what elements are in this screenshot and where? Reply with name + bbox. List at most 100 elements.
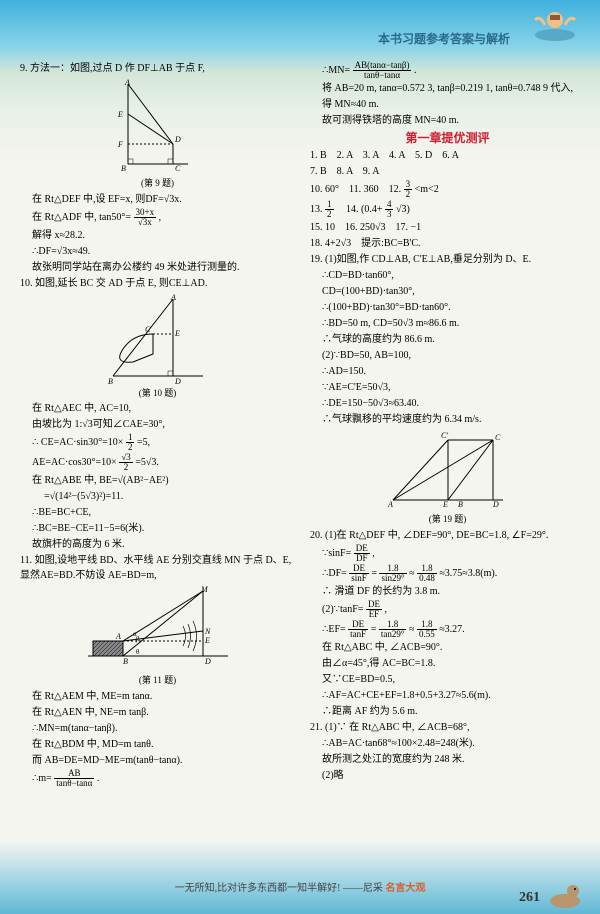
answer-line: 18. 4+2√3 提示:BC=B'C. (310, 236, 585, 251)
text-line: 得 MN≈40 m. (310, 97, 585, 112)
text-line: (2)略 (310, 768, 585, 783)
svg-text:C: C (145, 325, 151, 334)
svg-text:θ: θ (136, 648, 140, 656)
svg-text:A: A (170, 294, 176, 302)
figure-19: A E B D C' C (383, 430, 513, 510)
svg-text:E: E (442, 500, 448, 509)
answer-line: 7. B 8. A 9. A (310, 164, 585, 179)
text-line: 故旗杆的高度为 6 米. (20, 537, 295, 552)
answer-line: 13. 12 14. (0.4+ 43 √3) (310, 200, 585, 219)
problem-20-title: 20. (1)在 Rt△DEF 中, ∠DEF=90°, DE=BC=1.8, … (310, 528, 585, 543)
text-line: 在 Rt△ABC 中, ∠ACB=90°. (310, 640, 585, 655)
text-line: ∴AF=AC+CE+EF=1.8+0.5+3.27≈5.6(m). (310, 688, 585, 703)
text-line: ∴EF= DEtanF = 1.8tan29° ≈ 1.80.55 ≈3.27. (310, 620, 585, 639)
text-line: 在 Rt△BDM 中, MD=m tanθ. (20, 737, 295, 752)
text-line: ∴m= ABtanθ−tanα . (20, 769, 295, 788)
answer-line: 15. 10 16. 250√3 17. −1 (310, 220, 585, 235)
text-line: ∴BE=BC+CE, (20, 505, 295, 520)
page-number: 261 (519, 890, 540, 906)
footer: 一无所知,比对许多东西都一知半解好! ——尼采 名言大观 (0, 879, 600, 894)
text-line: ∵AE=C'E=50√3, (310, 380, 585, 395)
svg-text:B: B (108, 377, 113, 384)
answer-line: 1. B 2. A 3. A 4. A 5. D 6. A (310, 148, 585, 163)
text-line: (2)∵tanF= DEEF , (310, 600, 585, 619)
text-line: 由∠α=45°,得 AC=BC=1.8. (310, 656, 585, 671)
footer-quote: 一无所知,比对许多东西都一知半解好! ——尼采 (175, 883, 383, 894)
text-line: ∴距离 AF 约为 5.6 m. (310, 704, 585, 719)
right-column: ∴MN= AB(tanα−tanβ)tanθ−tanα . 将 AB=20 m,… (310, 60, 585, 789)
svg-text:M: M (200, 586, 209, 594)
text-line: 解得 x≈28.2. (20, 228, 295, 243)
problem-10-title: 10. 如图,延长 BC 交 AD 于点 E, 则CE⊥AD. (20, 276, 295, 291)
text-line: ∴MN= AB(tanα−tanβ)tanθ−tanα . (310, 61, 585, 80)
svg-text:C': C' (441, 431, 448, 440)
svg-text:D: D (492, 500, 499, 509)
text-line: 在 Rt△ADF 中, tan50°= 30+x√3x , (20, 208, 295, 227)
text-line: ∴气球的高度约为 86.6 m. (310, 332, 585, 347)
text-line: CD=(100+BD)·tan30°, (310, 284, 585, 299)
text-line: 在 Rt△DEF 中,设 EF=x, 则DF=√3x. (20, 192, 295, 207)
svg-text:β: β (136, 635, 140, 643)
main-content: 9. 方法一：如图,过点 D 作 DF⊥AB 于点 F, A E F B D C… (0, 60, 600, 789)
text-line: 故可测得铁塔的高度 MN=40 m. (310, 113, 585, 128)
left-column: 9. 方法一：如图,过点 D 作 DF⊥AB 于点 F, A E F B D C… (20, 60, 295, 789)
text-line: =√(14²−(5√3)²)=11. (20, 489, 295, 504)
text-line: ∵sinF= DEDF , (310, 544, 585, 563)
svg-text:A: A (115, 632, 121, 641)
figure-19-caption: (第 19 题) (310, 513, 585, 527)
svg-text:N: N (204, 627, 211, 636)
text-line: ∴(100+BD)·tan30°=BD·tan60°. (310, 300, 585, 315)
svg-text:A: A (387, 500, 393, 509)
page-header: 本书习题参考答案与解析 (0, 0, 600, 60)
svg-text:D: D (174, 135, 181, 144)
text-line: ∴DE=150−50√3≈63.40. (310, 396, 585, 411)
figure-10: A C E B D (103, 294, 213, 384)
problem-19-title: 19. (1)如图,作 CD⊥AB, C'E⊥AB,垂足分别为 D、E. (310, 252, 585, 267)
text-line: 在 Rt△AEC 中, AC=10, (20, 401, 295, 416)
figure-11-caption: (第 11 题) (20, 674, 295, 688)
text-line: ∴DF= DEsinF = 1.8sin29° ≈ 1.80.48 ≈3.75≈… (310, 564, 585, 583)
text-line: 又∵CE=BD=0.5, (310, 672, 585, 687)
text-line: 将 AB=20 m, tanα=0.572 3, tanβ=0.219 1, t… (310, 81, 585, 96)
figure-9-caption: (第 9 题) (20, 177, 295, 191)
figure-9: A E F B D C (113, 79, 203, 174)
svg-text:C: C (175, 164, 181, 173)
text-line: ∴DF=√3x≈49. (20, 244, 295, 259)
text-line: AE=AC·cos30°=10× √32 =5√3. (20, 453, 295, 472)
text-line: 而 AB=DE=MD−ME=m(tanθ−tanα). (20, 753, 295, 768)
svg-text:E: E (117, 110, 123, 119)
text-line: 在 Rt△AEM 中, ME=m tanα. (20, 689, 295, 704)
text-line: 在 Rt△AEN 中, NE=m tanβ. (20, 705, 295, 720)
text-line: ∴AD=150. (310, 364, 585, 379)
figure-11: M N E D A B α β θ (88, 586, 228, 671)
text-line: 在 Rt△ABE 中, BE=√(AB²−AE²) (20, 473, 295, 488)
section-title: 第一章提优测评 (310, 129, 585, 147)
text-line: ∴AB=AC·tan68°≈100×2.48=248(米). (310, 736, 585, 751)
footer-label: 名言大观 (385, 883, 425, 894)
text-line: 由坡比为 1:√3可知∠CAE=30°, (20, 417, 295, 432)
header-title: 本书习题参考答案与解析 (378, 30, 510, 47)
svg-text:E: E (174, 329, 180, 338)
text-line: ∴BD=50 m, CD=50√3 m≈86.6 m. (310, 316, 585, 331)
svg-text:B: B (458, 500, 463, 509)
svg-text:B: B (123, 657, 128, 666)
swimmer-cartoon (530, 5, 580, 45)
problem-9-title: 9. 方法一：如图,过点 D 作 DF⊥AB 于点 F, (20, 61, 295, 76)
text-line: ∴CD=BD·tan60°, (310, 268, 585, 283)
text-line: ∴ CE=AC·sin30°=10× 12 =5, (20, 433, 295, 452)
text-line: ∴气球飘移的平均速度约为 6.34 m/s. (310, 412, 585, 427)
svg-text:E: E (204, 636, 210, 645)
text-line: 故张明同学站在离办公楼约 49 米处进行测量的. (20, 260, 295, 275)
svg-text:D: D (204, 657, 211, 666)
svg-text:A: A (124, 79, 130, 87)
problem-21-title: 21. (1)∵ 在 Rt△ABC 中, ∠ACB=68°, (310, 720, 585, 735)
text-line: ∴MN=m(tanα−tanβ). (20, 721, 295, 736)
text-line: ∴ 滑道 DF 的长约为 3.8 m. (310, 584, 585, 599)
text-line: (2)∵BD=50, AB=100, (310, 348, 585, 363)
problem-11-title: 11. 如图,设地平线 BD、水平线 AE 分别交直线 MN 于点 D、E,显然… (20, 553, 295, 583)
svg-text:F: F (117, 140, 123, 149)
svg-text:C: C (495, 433, 501, 442)
seal-cartoon (545, 879, 585, 909)
svg-text:B: B (121, 164, 126, 173)
text-line: ∴BC=BE−CE=11−5=6(米). (20, 521, 295, 536)
